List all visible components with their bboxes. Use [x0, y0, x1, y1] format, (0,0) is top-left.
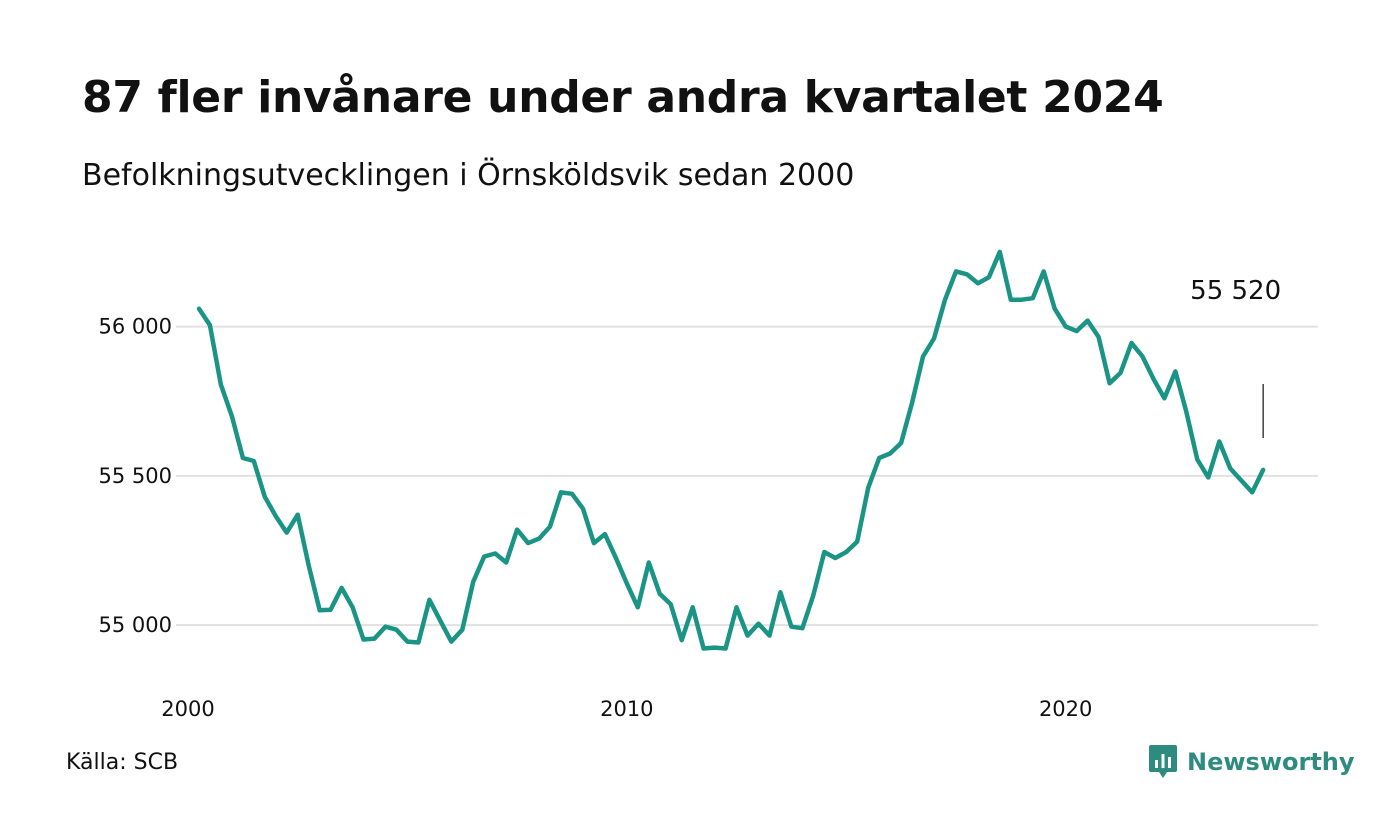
y-axis-tick-labels: 55 000 55 500 56 000	[99, 315, 172, 638]
y-tick-label: 55 000	[99, 613, 172, 637]
end-value-label: 55 520	[1190, 276, 1281, 306]
newsworthy-logo-icon	[1149, 745, 1177, 778]
y-tick-label: 55 500	[99, 464, 172, 488]
chart-subtitle: Befolkningsutvecklingen i Örnsköldsvik s…	[82, 158, 855, 193]
x-axis-tick-labels: 2000 2010 2020	[161, 697, 1092, 721]
x-tick-label: 2010	[600, 697, 653, 721]
brand-name: Newsworthy	[1187, 748, 1355, 776]
y-tick-label: 56 000	[99, 315, 172, 339]
population-series-line	[196, 249, 1266, 651]
chart-title: 87 fler invånare under andra kvartalet 2…	[82, 72, 1164, 123]
x-tick-label: 2000	[161, 697, 214, 721]
x-tick-label: 2020	[1039, 697, 1092, 721]
source-note: Källa: SCB	[66, 750, 179, 775]
gridlines	[176, 325, 1318, 627]
newsworthy-logo[interactable]: Newsworthy	[1148, 742, 1355, 782]
